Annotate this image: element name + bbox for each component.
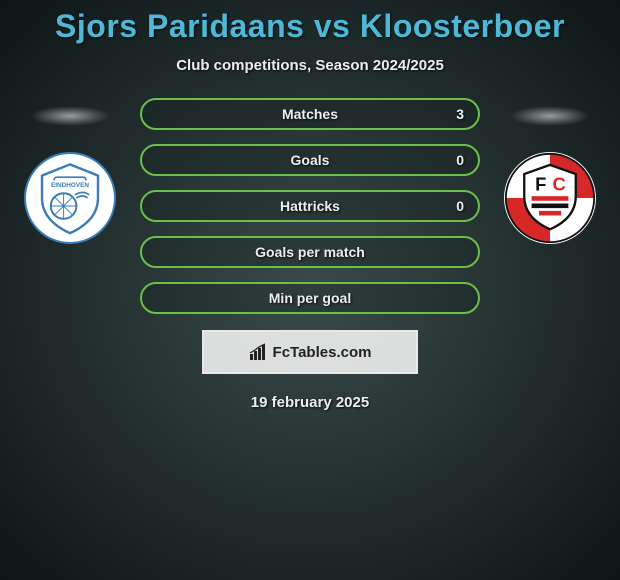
player-placeholder-right — [510, 106, 590, 126]
brand-attribution[interactable]: FcTables.com — [202, 330, 418, 374]
club-logo-utrecht: F C — [504, 152, 596, 244]
player-placeholder-left — [30, 106, 110, 126]
utrecht-logo-icon: F C — [504, 152, 596, 244]
stat-label: Min per goal — [269, 290, 351, 306]
date-label: 19 february 2025 — [251, 394, 369, 411]
right-column: F C — [500, 106, 600, 244]
club-logo-eindhoven: EINDHOVEN — [24, 152, 116, 244]
svg-text:C: C — [553, 174, 566, 195]
stat-row-matches: Matches 3 — [140, 98, 480, 130]
svg-text:F: F — [535, 174, 546, 195]
brand-label: FcTables.com — [273, 344, 372, 361]
page-title: Sjors Paridaans vs Kloosterboer — [55, 8, 565, 45]
left-column: EINDHOVEN — [20, 106, 120, 244]
stat-label: Matches — [282, 106, 338, 122]
stat-label: Hattricks — [280, 198, 340, 214]
svg-text:EINDHOVEN: EINDHOVEN — [51, 182, 89, 189]
stat-row-goals: Goals 0 — [140, 144, 480, 176]
eindhoven-logo-icon: EINDHOVEN — [30, 158, 110, 238]
stat-value: 3 — [456, 106, 464, 122]
stat-value: 0 — [456, 198, 464, 214]
stat-label: Goals — [291, 152, 330, 168]
stat-value: 0 — [456, 152, 464, 168]
stat-row-hattricks: Hattricks 0 — [140, 190, 480, 222]
stat-label: Goals per match — [255, 244, 365, 260]
stat-row-goals-per-match: Goals per match — [140, 236, 480, 268]
subtitle: Club competitions, Season 2024/2025 — [176, 57, 444, 74]
stats-column: Matches 3 Goals 0 Hattricks 0 Goals per … — [140, 98, 480, 314]
main-row: EINDHOVEN Matches 3 Goals 0 Hattricks 0 — [0, 106, 620, 314]
chart-icon — [249, 343, 269, 361]
comparison-card: Sjors Paridaans vs Kloosterboer Club com… — [0, 0, 620, 411]
stat-row-min-per-goal: Min per goal — [140, 282, 480, 314]
